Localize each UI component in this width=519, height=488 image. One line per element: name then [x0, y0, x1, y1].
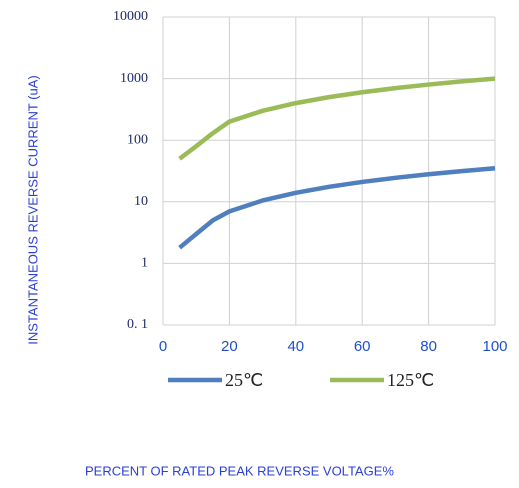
x-tick-label: 20 — [221, 338, 238, 355]
y-tick-label: 1 — [141, 256, 148, 271]
x-tick-label: 60 — [354, 338, 371, 355]
x-tick-label: 0 — [159, 338, 167, 355]
legend-label: 125℃ — [387, 370, 434, 390]
y-tick-label: 1000 — [120, 71, 148, 86]
y-tick-label: 10 — [134, 194, 148, 209]
y-tick-label: 0. 1 — [127, 317, 148, 332]
x-tick-label: 100 — [482, 338, 507, 355]
series-line — [178, 76, 496, 161]
y-tick-label: 100 — [127, 132, 148, 147]
y-axis-label: INSTANTANEOUS REVERSE CURRENT (uA) — [25, 75, 40, 344]
x-tick-label: 40 — [287, 338, 304, 355]
x-tick-label: 80 — [420, 338, 437, 355]
series-line — [178, 166, 496, 250]
legend-label: 25℃ — [225, 370, 263, 390]
y-tick-label: 10000 — [113, 9, 148, 24]
x-axis-label: PERCENT OF RATED PEAK REVERSE VOLTAGE% — [85, 463, 394, 478]
